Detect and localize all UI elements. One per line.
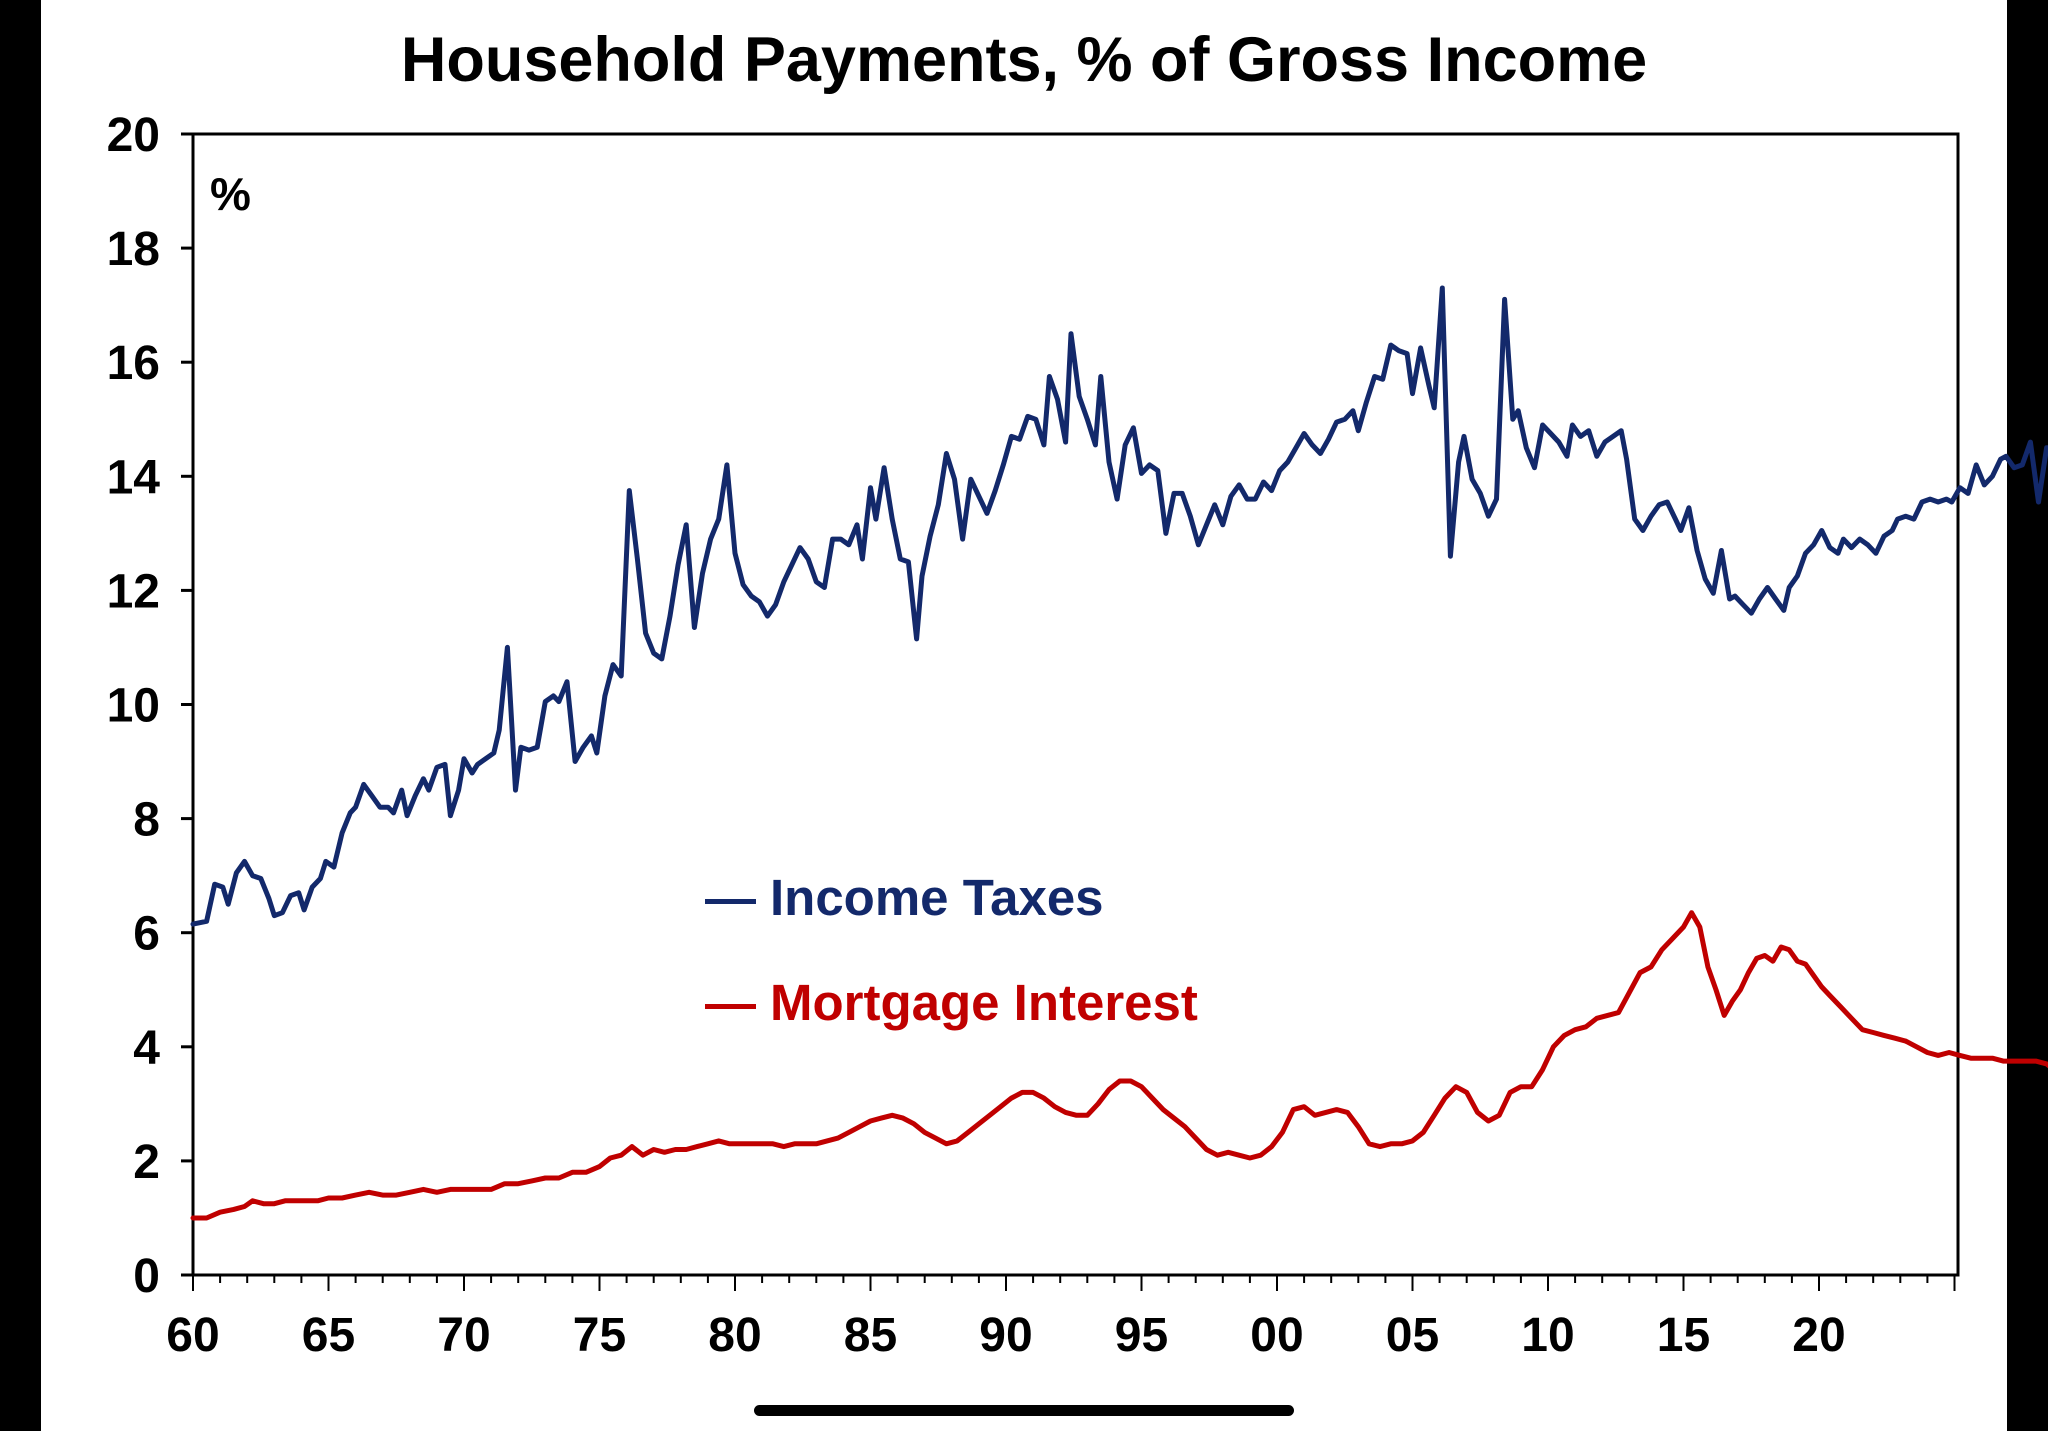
series-line-income-taxes — [190, 285, 2048, 927]
x-tick-label: 70 — [437, 1309, 490, 1362]
x-tick-label: 60 — [166, 1309, 219, 1362]
series-layer — [190, 285, 2048, 1221]
y-tick-label: 12 — [107, 565, 160, 618]
y-tick-label: 0 — [133, 1250, 160, 1303]
chart-title: Household Payments, % of Gross Income — [400, 25, 1648, 95]
y-tick-label: 2 — [133, 1136, 160, 1189]
legend-marker-mortgage-interest: — — [705, 974, 756, 1031]
x-tick-label: 05 — [1386, 1309, 1439, 1362]
x-tick-label: 75 — [573, 1309, 626, 1362]
x-tick-label: 10 — [1521, 1309, 1574, 1362]
x-tick-label: 80 — [708, 1309, 761, 1362]
y-tick-label: 20 — [107, 109, 160, 162]
legend: — Income Taxes — Mortgage Interest — [705, 869, 1198, 1031]
x-tick-label: 15 — [1657, 1309, 1710, 1362]
x-tick-label: 20 — [1792, 1309, 1845, 1362]
y-tick-label: 16 — [107, 337, 160, 390]
y-tick-label: 6 — [133, 908, 160, 961]
plot-area-frame — [191, 132, 1960, 1277]
y-tick-label: 8 — [133, 794, 160, 847]
y-tick-label: 14 — [107, 451, 161, 504]
y-tick-label: 4 — [133, 1022, 160, 1075]
y-tick-label: 10 — [107, 680, 160, 733]
home-indicator — [754, 1405, 1294, 1416]
legend-marker-income-taxes: — — [705, 869, 756, 926]
y-tick-label: 18 — [107, 223, 160, 276]
series-line-mortgage-interest — [190, 910, 2048, 1221]
x-tick-label: 00 — [1250, 1309, 1303, 1362]
x-axis: 60 65 70 75 80 85 90 95 00 05 10 15 20 — [166, 1275, 1956, 1362]
y-axis: 0 2 4 6 8 10 12 14 16 18 20 — [107, 109, 193, 1303]
legend-label-income-taxes: Income Taxes — [770, 869, 1104, 926]
legend-label-mortgage-interest: Mortgage Interest — [770, 974, 1198, 1031]
x-tick-label: 90 — [979, 1309, 1032, 1362]
x-tick-label: 85 — [844, 1309, 897, 1362]
x-tick-label: 65 — [302, 1309, 355, 1362]
y-unit-label: % — [210, 168, 251, 220]
x-tick-label: 95 — [1115, 1309, 1168, 1362]
